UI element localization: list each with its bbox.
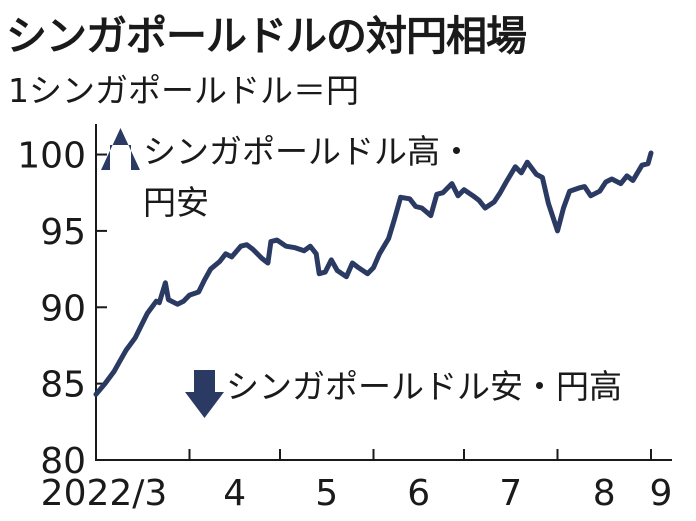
x-tick-label: 8	[593, 473, 616, 514]
x-tick-label: 5	[315, 473, 338, 514]
annotation-down-label: シンガポールドル安・円高	[226, 367, 622, 406]
chart-subtitle: 1シンガポールドル＝円	[8, 71, 359, 110]
chart-axes	[95, 124, 672, 461]
chart-title: シンガポールドルの対円相場	[6, 12, 527, 60]
x-tick-label: 9	[650, 473, 673, 514]
annotation-up-line2: 円安	[143, 183, 209, 222]
x-tick-label: 2022/3	[41, 473, 168, 514]
y-tick-label: 85	[40, 365, 86, 406]
x-tick-label: 4	[223, 473, 246, 514]
annotation-down: シンガポールドル安・円高	[185, 367, 622, 418]
annotation-up-line1: シンガポールドル高・	[143, 132, 473, 171]
y-tick-label: 80	[40, 441, 86, 482]
y-tick-label: 95	[40, 212, 86, 253]
down-arrow-icon	[185, 370, 224, 418]
up-arrow-icon	[101, 128, 140, 170]
x-axis-ticks: 2022/3 4 5 6 7 8 9	[41, 473, 673, 514]
series-line	[93, 150, 654, 397]
y-tick-label: 100	[17, 136, 86, 177]
x-tick-label: 6	[407, 473, 430, 514]
y-tick-label: 90	[40, 288, 86, 329]
x-tick-label: 7	[499, 473, 522, 514]
y-axis-ticks: 80 85 90 95 100	[17, 136, 107, 482]
annotation-up: シンガポールドル高・ 円安	[101, 128, 473, 222]
